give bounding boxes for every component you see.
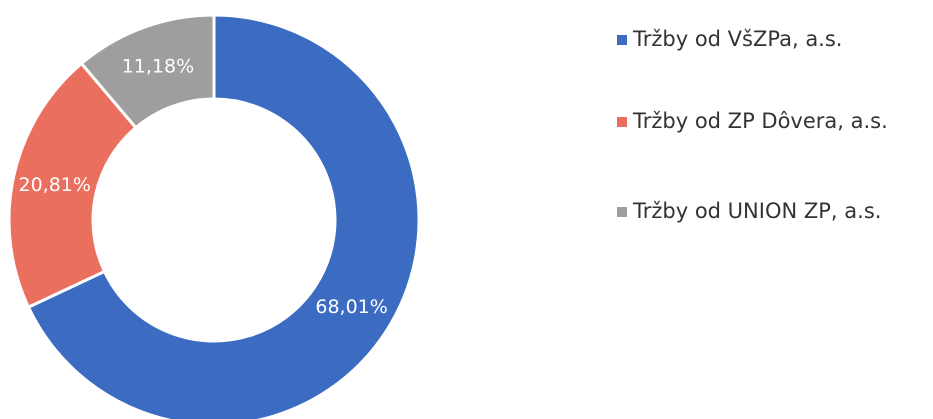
legend-label: Tržby od VšZPa, a.s. — [632, 27, 842, 51]
value-label: 20,81% — [19, 174, 91, 196]
value-label: 11,18% — [122, 55, 194, 77]
legend-label: Tržby od ZP Dôvera, a.s. — [632, 109, 888, 133]
legend-swatch — [617, 117, 627, 127]
donut-slice — [26, 13, 421, 419]
value-label: 68,01% — [315, 296, 387, 318]
legend-swatch — [617, 207, 627, 217]
legend-label: Tržby od UNION ZP, a.s. — [632, 199, 881, 223]
donut-slice — [79, 13, 216, 130]
donut-slice — [7, 61, 138, 310]
legend-swatch — [617, 35, 627, 45]
